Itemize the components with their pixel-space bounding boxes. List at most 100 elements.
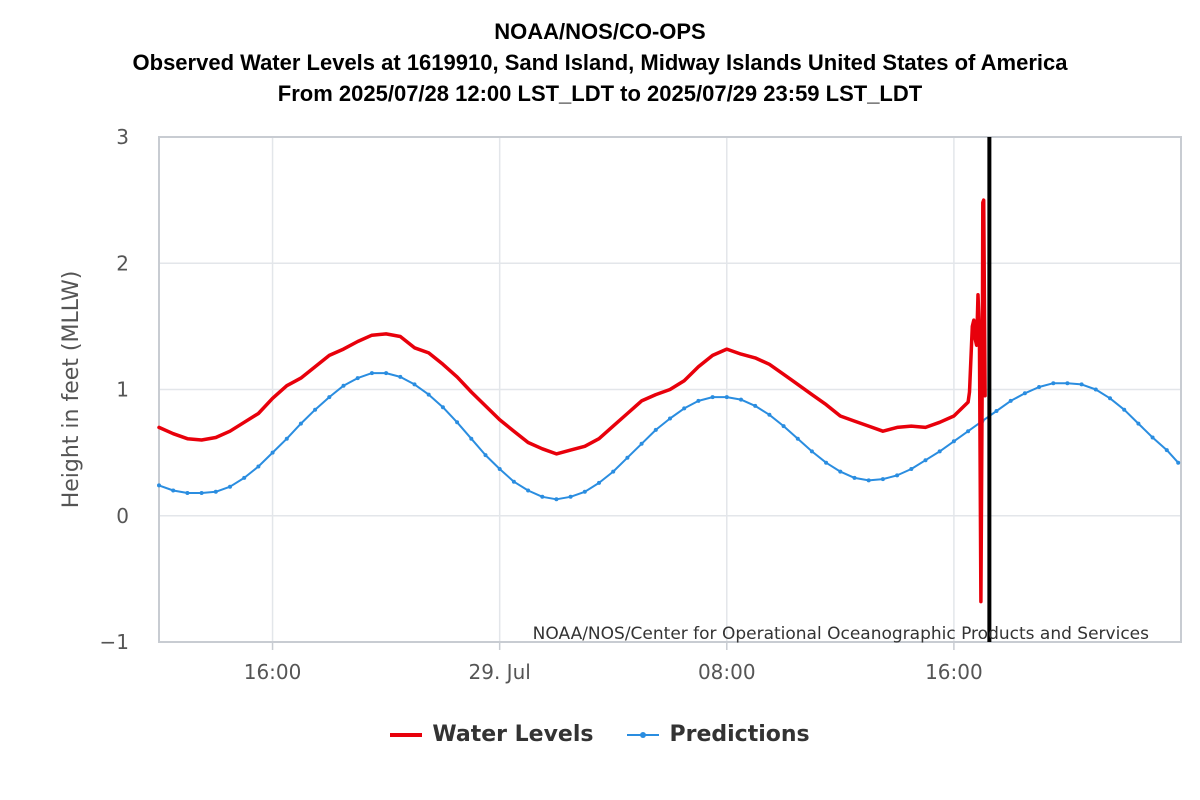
predictions-point: [412, 382, 417, 387]
predictions-point: [909, 467, 914, 471]
predictions-point: [298, 421, 303, 426]
y-tick-label: −1: [100, 630, 129, 654]
predictions-point: [582, 489, 587, 494]
predictions-point: [937, 449, 942, 454]
predictions-swatch: [627, 731, 660, 738]
x-axis-ticks: 16:00 29. Jul 08:00 16:00: [244, 642, 983, 684]
x-tick-label: 29. Jul: [469, 660, 531, 684]
predictions-point: [199, 491, 204, 495]
predictions-point: [781, 424, 786, 429]
predictions-point: [256, 464, 261, 469]
predictions-point: [511, 479, 516, 484]
predictions-point: [1051, 381, 1056, 386]
predictions-point: [440, 405, 445, 410]
predictions-point: [1150, 435, 1155, 440]
x-tick-label: 16:00: [244, 660, 302, 684]
x-tick-label: 08:00: [698, 660, 756, 684]
legend-item-predictions[interactable]: Predictions: [627, 722, 810, 747]
predictions-point: [242, 475, 247, 480]
predictions-point: [270, 450, 275, 455]
predictions-point: [809, 449, 814, 454]
legend-label-water-levels: Water Levels: [432, 722, 594, 747]
predictions-point: [185, 491, 190, 495]
chart-subtitle: Observed Water Levels at 1619910, Sand I…: [132, 50, 1068, 75]
predictions-point: [327, 395, 332, 400]
predictions-point: [1037, 385, 1042, 389]
predictions-point: [625, 455, 630, 460]
predictions-point: [668, 416, 672, 421]
predictions-point: [753, 403, 758, 408]
plot-area-frame: [158, 136, 1182, 643]
predictions-point: [597, 480, 601, 485]
predictions-point: [1093, 387, 1098, 392]
predictions-point: [724, 395, 729, 400]
legend-label-predictions: Predictions: [669, 722, 810, 747]
predictions-point: [994, 409, 999, 413]
predictions-point: [795, 436, 800, 441]
predictions-point: [710, 395, 715, 400]
predictions-point: [767, 412, 772, 417]
predictions-point: [1022, 391, 1027, 396]
predictions-point: [1122, 407, 1127, 412]
legend-item-water-levels[interactable]: Water Levels: [390, 722, 593, 747]
chart-legend: Water Levels Predictions: [0, 722, 1200, 747]
predictions-point: [1008, 398, 1013, 403]
y-tick-label: 0: [116, 504, 129, 528]
predictions-point: [951, 439, 956, 444]
predictions-point: [824, 460, 829, 465]
predictions-point: [866, 478, 871, 483]
predictions-point: [923, 458, 928, 463]
predictions-point: [213, 489, 218, 494]
predictions-point: [1136, 421, 1141, 426]
chart-title: NOAA/NOS/CO-OPS: [494, 19, 706, 44]
predictions-point: [284, 436, 289, 441]
predictions-point: [696, 398, 701, 403]
predictions-point: [497, 467, 502, 471]
predictions-point: [880, 477, 885, 482]
predictions-point: [639, 441, 644, 446]
y-axis-title: Height in feet (MLLW): [59, 271, 84, 509]
predictions-point: [838, 469, 843, 474]
predictions-point: [369, 371, 374, 376]
y-tick-label: 2: [116, 251, 129, 275]
predictions-point: [653, 427, 658, 432]
chart-title-block: NOAA/NOS/CO-OPS Observed Water Levels at…: [0, 16, 1200, 109]
predictions-point: [426, 392, 431, 397]
predictions-point: [171, 488, 176, 493]
predictions-point: [1079, 382, 1084, 387]
water-levels-swatch: [390, 732, 423, 737]
predictions-point: [398, 374, 403, 379]
chart-date-range: From 2025/07/28 12:00 LST_LDT to 2025/07…: [277, 81, 923, 106]
predictions-point: [526, 488, 531, 493]
predictions-point: [739, 397, 743, 402]
predictions-point: [384, 371, 389, 376]
predictions-point: [852, 475, 857, 480]
predictions-point: [682, 406, 687, 411]
x-tick-label: 16:00: [925, 660, 983, 684]
predictions-point: [895, 473, 900, 478]
predictions-point: [611, 469, 616, 474]
predictions-point: [1176, 460, 1181, 465]
predictions-point: [157, 483, 161, 488]
predictions-point: [568, 494, 573, 499]
predictions-point: [469, 436, 474, 441]
credit-text: NOAA/NOS/Center for Operational Oceanogr…: [533, 624, 1149, 644]
predictions-point: [554, 497, 559, 502]
predictions-point: [355, 376, 360, 381]
water-levels-line: [157, 198, 987, 604]
y-tick-label: 1: [116, 378, 129, 402]
predictions-point: [228, 484, 232, 489]
predictions-point: [966, 429, 971, 434]
predictions-point: [1065, 381, 1070, 386]
y-tick-label: 3: [116, 125, 129, 149]
series-layer: [157, 198, 1181, 604]
predictions-point: [1108, 396, 1112, 401]
predictions-point: [483, 453, 488, 458]
y-axis-ticks: 3 2 1 0 −1: [100, 125, 129, 654]
predictions-point: [1164, 448, 1169, 453]
predictions-point: [540, 494, 545, 499]
predictions-point: [341, 383, 346, 388]
predictions-point: [313, 407, 318, 412]
predictions-point: [455, 420, 460, 425]
